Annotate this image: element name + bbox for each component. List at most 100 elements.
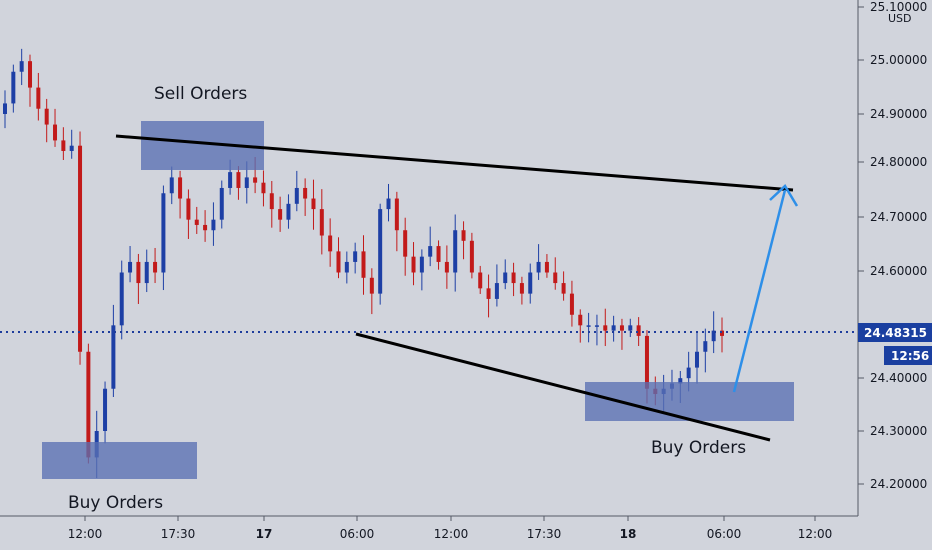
candle-body <box>394 198 399 231</box>
candle-body <box>269 193 274 210</box>
candle-body <box>436 246 441 262</box>
candle-body <box>311 198 316 210</box>
candle-body <box>461 230 466 241</box>
candle-body <box>44 108 49 125</box>
candle-body <box>86 351 91 458</box>
sell-orders-label: Sell Orders <box>154 84 247 104</box>
candle-body <box>153 261 158 273</box>
candle-body <box>553 272 558 284</box>
candle-body <box>511 272 516 284</box>
countdown-tag <box>884 346 932 365</box>
candle-body <box>3 103 7 114</box>
x-tick-label: 17:30 <box>161 527 196 541</box>
candle-body <box>536 261 541 273</box>
x-tick-label: 12:00 <box>68 527 103 541</box>
time-axis[interactable] <box>0 516 932 550</box>
candle-body <box>478 272 483 289</box>
candle-body <box>211 219 216 231</box>
candle-body <box>303 187 308 199</box>
candle-body <box>28 61 33 88</box>
candle-body <box>103 388 108 431</box>
lower-trendline[interactable] <box>355 332 771 442</box>
price-axis-ticks: 25.10000 25.00000 24.90000 24.80000 24.7… <box>858 0 927 491</box>
candle-body <box>419 256 424 273</box>
time-axis-ticks: 12:00 17:30 17 06:00 12:00 17:30 18 06:0… <box>68 516 833 541</box>
candle-body <box>619 325 624 331</box>
candle-body <box>586 325 591 327</box>
candle-body <box>411 256 416 273</box>
candle-body <box>528 272 533 294</box>
y-tick-label: 25.10000 <box>870 0 927 14</box>
candle-body <box>228 172 233 188</box>
y-tick-label: 24.20000 <box>870 477 927 491</box>
candle-body <box>378 209 383 294</box>
candle-body <box>61 140 66 151</box>
candle-body <box>253 177 258 183</box>
candle-body <box>119 272 124 326</box>
candle-body <box>544 261 549 273</box>
y-tick-label: 24.90000 <box>870 107 927 121</box>
candle-body <box>444 261 449 273</box>
candle-body <box>428 246 433 257</box>
candle-body <box>336 251 341 273</box>
candle-body <box>278 209 283 220</box>
candle-body <box>344 261 349 273</box>
countdown-value: 12:56 <box>891 349 929 363</box>
candle-body <box>203 224 208 231</box>
projection-arrow[interactable] <box>732 184 799 393</box>
candle-body <box>561 283 566 294</box>
candle-body <box>361 251 366 278</box>
x-tick-label: 06:00 <box>707 527 742 541</box>
candle-body <box>711 330 716 342</box>
candle-body <box>403 230 408 257</box>
candle-body <box>628 325 633 331</box>
x-tick-label: 18 <box>620 527 637 541</box>
candle-body <box>194 219 199 225</box>
candle-body <box>19 61 24 72</box>
current-price-value: 24.48315 <box>864 326 927 340</box>
x-tick-label: 06:00 <box>340 527 375 541</box>
candle-body <box>611 325 616 331</box>
candle-body <box>328 235 333 252</box>
candle-body <box>294 187 299 204</box>
candle-body <box>111 325 116 389</box>
candle-body <box>178 177 183 199</box>
candle-body <box>128 261 133 273</box>
candle-body <box>694 351 699 368</box>
candle-body <box>53 124 58 141</box>
y-tick-label: 24.40000 <box>870 371 927 385</box>
candle-body <box>11 71 16 104</box>
y-tick-label: 24.70000 <box>870 210 927 224</box>
candle-body <box>636 325 641 336</box>
candle-body <box>161 193 166 273</box>
x-tick-label: 12:00 <box>798 527 833 541</box>
x-tick-label: 17:30 <box>527 527 562 541</box>
candle-body <box>244 177 249 188</box>
candle-body <box>369 277 374 294</box>
candle-body <box>69 145 74 151</box>
price-axis[interactable] <box>858 0 932 516</box>
y-tick-label: 24.80000 <box>870 155 927 169</box>
currency-label: USD <box>888 12 912 25</box>
candle-body <box>286 203 291 220</box>
candle-body <box>603 325 608 331</box>
candle-body <box>36 87 41 109</box>
candle-body <box>486 288 491 299</box>
y-tick-label: 25.00000 <box>870 53 927 67</box>
candle-body <box>261 182 266 194</box>
candle-body <box>319 209 324 236</box>
candle-body <box>569 293 574 315</box>
buy-orders-zone-left[interactable] <box>42 442 197 479</box>
candle-body <box>469 240 474 273</box>
candle-body <box>703 341 708 352</box>
upper-trendline[interactable] <box>115 134 794 192</box>
candles-group <box>3 48 724 479</box>
current-price-tag[interactable] <box>858 323 932 342</box>
x-tick-label: 12:00 <box>434 527 469 541</box>
y-tick-label: 24.60000 <box>870 264 927 278</box>
candle-body <box>386 198 391 210</box>
candle-body <box>144 261 149 284</box>
candle-body <box>186 198 191 220</box>
candle-body <box>136 261 141 284</box>
